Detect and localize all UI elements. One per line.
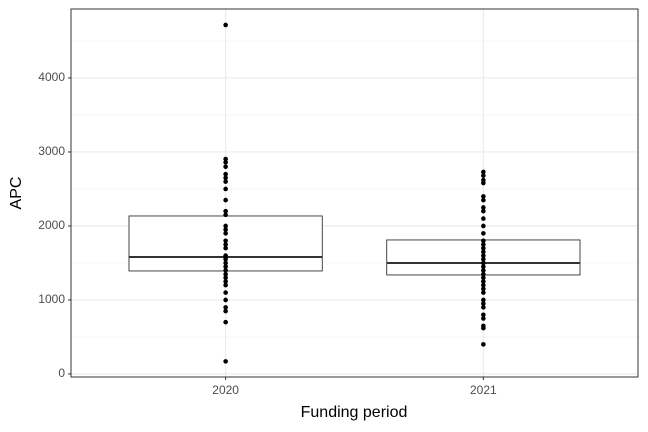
point [223, 164, 228, 170]
point [223, 268, 228, 273]
point [481, 208, 486, 214]
point [223, 175, 228, 181]
y-tick-label: 3000 [38, 144, 65, 158]
panel-border [70, 8, 639, 378]
point [481, 216, 486, 221]
point [223, 160, 228, 165]
point [481, 275, 486, 281]
y-tick-label: 2000 [38, 218, 65, 232]
point [223, 308, 228, 314]
point [223, 179, 228, 184]
point [481, 342, 486, 347]
point [481, 256, 486, 262]
point [223, 197, 228, 203]
point [223, 223, 228, 229]
point [481, 194, 486, 199]
point [481, 223, 486, 229]
x-tick-label: 2020 [212, 383, 239, 397]
point [223, 227, 228, 232]
point [223, 282, 228, 288]
point [481, 231, 486, 236]
point [481, 325, 486, 331]
point [481, 297, 486, 303]
point [223, 186, 228, 192]
point [481, 279, 486, 284]
point [481, 249, 486, 255]
point [223, 264, 228, 269]
point [223, 156, 228, 162]
point [481, 290, 486, 295]
point [223, 271, 228, 277]
point [481, 301, 486, 306]
point [481, 312, 486, 318]
y-tick-label: 1000 [38, 292, 65, 306]
point [481, 268, 486, 273]
point [481, 173, 486, 178]
point [481, 242, 486, 247]
point [223, 279, 228, 284]
marks [128, 22, 581, 364]
point [223, 305, 228, 310]
point [223, 171, 228, 177]
y-axis-title: APC [8, 177, 25, 210]
point [481, 238, 486, 244]
point [223, 238, 228, 244]
y-tick-label: 4000 [38, 70, 65, 84]
point [481, 205, 486, 210]
y-tick-label: 0 [58, 366, 65, 380]
x-tick-label: 2021 [470, 383, 497, 397]
point [481, 316, 486, 321]
point [481, 197, 486, 203]
point [223, 297, 228, 303]
point [481, 286, 486, 292]
point [481, 264, 486, 269]
point [223, 290, 228, 295]
point [223, 319, 228, 325]
point [481, 282, 486, 288]
point [223, 260, 228, 266]
point [481, 169, 486, 175]
point [223, 359, 228, 364]
point [223, 245, 228, 251]
point [223, 208, 228, 214]
point [481, 260, 486, 266]
point [223, 275, 228, 281]
point [223, 256, 228, 262]
point [481, 305, 486, 310]
point [481, 253, 486, 258]
point [223, 22, 228, 28]
grid [71, 9, 638, 377]
x-axis-title: Funding period [301, 404, 408, 421]
point [223, 231, 228, 236]
point [481, 245, 486, 251]
point [223, 212, 228, 218]
point [481, 271, 486, 277]
point [223, 242, 228, 247]
point [481, 180, 486, 186]
